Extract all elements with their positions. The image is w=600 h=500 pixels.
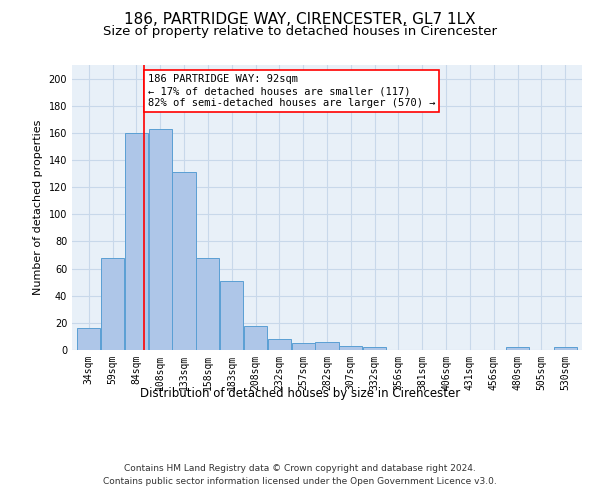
Text: Distribution of detached houses by size in Cirencester: Distribution of detached houses by size …: [140, 388, 460, 400]
Bar: [292, 343, 315, 350]
Text: 186, PARTRIDGE WAY, CIRENCESTER, GL7 1LX: 186, PARTRIDGE WAY, CIRENCESTER, GL7 1LX: [124, 12, 476, 28]
Text: Size of property relative to detached houses in Cirencester: Size of property relative to detached ho…: [103, 25, 497, 38]
Text: Contains HM Land Registry data © Crown copyright and database right 2024.: Contains HM Land Registry data © Crown c…: [124, 464, 476, 473]
Bar: [172, 172, 196, 350]
Bar: [506, 348, 529, 350]
Bar: [77, 328, 100, 350]
Bar: [149, 129, 172, 350]
Bar: [220, 281, 243, 350]
Bar: [268, 339, 291, 350]
Bar: [339, 346, 362, 350]
Bar: [554, 348, 577, 350]
Y-axis label: Number of detached properties: Number of detached properties: [33, 120, 43, 295]
Bar: [244, 326, 267, 350]
Bar: [196, 258, 220, 350]
Bar: [316, 342, 338, 350]
Text: Contains public sector information licensed under the Open Government Licence v3: Contains public sector information licen…: [103, 478, 497, 486]
Bar: [101, 258, 124, 350]
Bar: [125, 133, 148, 350]
Bar: [363, 348, 386, 350]
Text: 186 PARTRIDGE WAY: 92sqm
← 17% of detached houses are smaller (117)
82% of semi-: 186 PARTRIDGE WAY: 92sqm ← 17% of detach…: [148, 74, 435, 108]
